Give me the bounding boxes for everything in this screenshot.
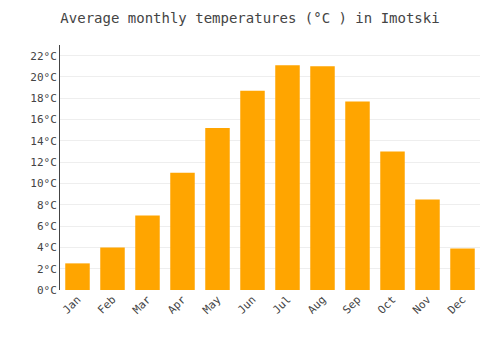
svg-text:Sep: Sep: [340, 293, 363, 316]
svg-text:Jul: Jul: [270, 293, 293, 316]
svg-text:Mar: Mar: [130, 293, 154, 317]
svg-text:10°C: 10°C: [30, 177, 57, 190]
svg-text:2°C: 2°C: [37, 263, 57, 276]
svg-text:8°C: 8°C: [37, 199, 57, 212]
svg-text:4°C: 4°C: [37, 241, 57, 254]
svg-text:6°C: 6°C: [37, 220, 57, 233]
svg-text:Oct: Oct: [375, 293, 398, 316]
svg-text:Nov: Nov: [410, 293, 434, 317]
svg-text:Aug: Aug: [305, 293, 328, 316]
svg-text:May: May: [200, 293, 224, 317]
svg-text:22°C: 22°C: [30, 50, 57, 63]
svg-text:0°C: 0°C: [37, 284, 57, 297]
svg-text:18°C: 18°C: [30, 92, 57, 105]
svg-text:Dec: Dec: [445, 293, 468, 316]
svg-text:20°C: 20°C: [30, 71, 57, 84]
svg-text:14°C: 14°C: [30, 135, 57, 148]
svg-text:Jan: Jan: [60, 293, 83, 316]
svg-text:Feb: Feb: [95, 293, 118, 316]
svg-text:Average monthly temperatures (: Average monthly temperatures (°C ) in Im…: [60, 10, 439, 26]
svg-text:16°C: 16°C: [30, 113, 57, 126]
svg-text:12°C: 12°C: [30, 156, 57, 169]
svg-text:Jun: Jun: [235, 293, 258, 316]
svg-text:Apr: Apr: [165, 293, 189, 317]
